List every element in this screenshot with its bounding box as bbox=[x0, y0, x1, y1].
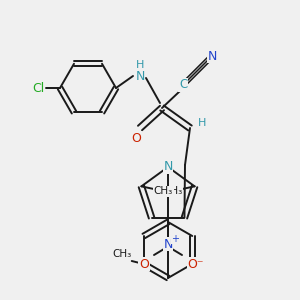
Text: O: O bbox=[131, 131, 141, 145]
Text: CH₃: CH₃ bbox=[154, 186, 173, 196]
Text: N: N bbox=[207, 50, 217, 62]
Text: C: C bbox=[179, 79, 187, 92]
Text: O⁻: O⁻ bbox=[188, 257, 204, 271]
Text: +: + bbox=[171, 234, 179, 244]
Text: H: H bbox=[198, 118, 206, 128]
Text: CH₃: CH₃ bbox=[112, 249, 131, 259]
Text: N: N bbox=[163, 238, 173, 250]
Text: H: H bbox=[136, 60, 144, 70]
Text: Cl: Cl bbox=[32, 82, 44, 94]
Text: N: N bbox=[163, 160, 173, 173]
Text: CH₃: CH₃ bbox=[163, 186, 182, 196]
Text: O: O bbox=[139, 257, 149, 271]
Text: N: N bbox=[135, 70, 145, 83]
